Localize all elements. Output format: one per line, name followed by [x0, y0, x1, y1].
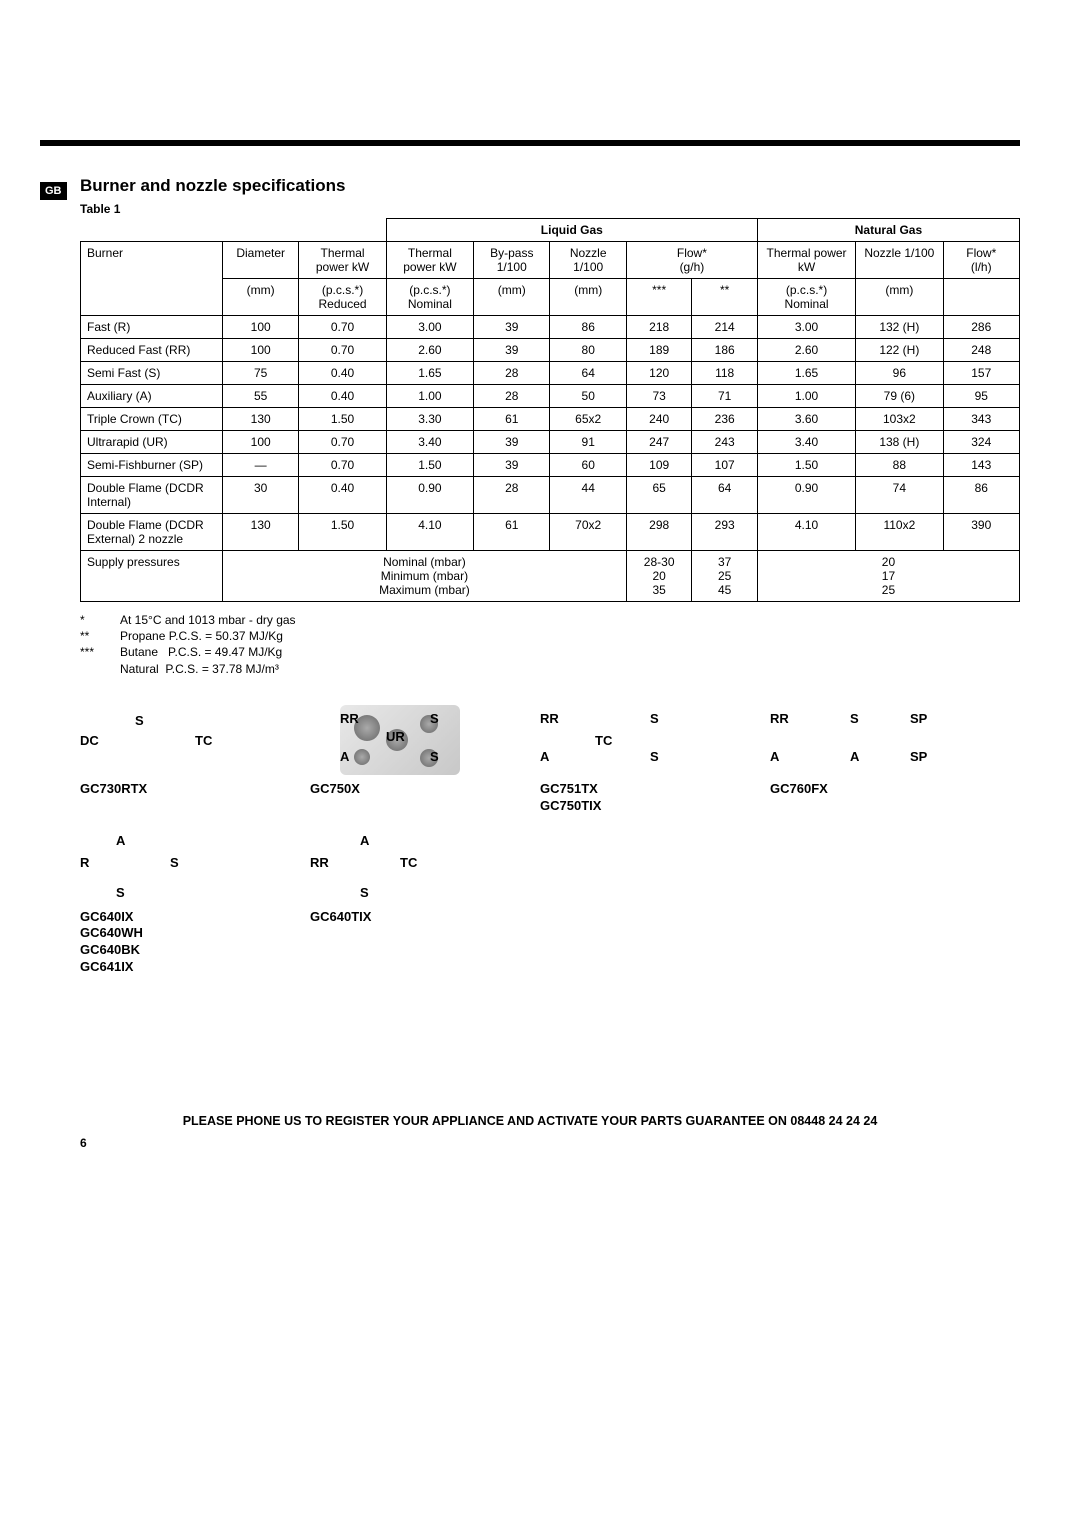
burner-label: R: [80, 855, 89, 870]
layout-block: A R S S GC640IXGC640WHGC640BKGC641IX: [80, 833, 250, 977]
col-nozzle-lg: Nozzle 1/100: [550, 242, 626, 279]
col-bypass: By-pass 1/100: [474, 242, 550, 279]
model-label: GC640TIX: [310, 909, 480, 926]
table-row: Reduced Fast (RR)1000.702.6039801891862.…: [81, 339, 1020, 362]
burner-label: RR: [540, 711, 559, 726]
model-label: GC751TXGC750TIX: [540, 781, 710, 815]
burner-label: A: [116, 833, 125, 848]
country-badge: GB: [40, 182, 67, 200]
burner-label: S: [650, 749, 659, 764]
layout-block: RR S TC A S GC751TXGC750TIX: [540, 705, 710, 815]
col-diameter: Diameter: [222, 242, 298, 279]
col-flow-lg: Flow* (g/h): [626, 242, 757, 279]
burner-label: S: [430, 749, 439, 764]
col-nozzle-ng: Nozzle 1/100: [856, 242, 943, 279]
supply-row: Supply pressures Nominal (mbar) Minimum …: [81, 551, 1020, 602]
burner-label: S: [170, 855, 179, 870]
table-row: Triple Crown (TC)1301.503.306165x2240236…: [81, 408, 1020, 431]
burner-label: S: [650, 711, 659, 726]
burner-label: A: [340, 749, 349, 764]
spec-table: Liquid Gas Natural Gas Burner Diameter T…: [80, 218, 1020, 602]
model-label: GC640IXGC640WHGC640BKGC641IX: [80, 909, 250, 977]
burner-layouts: DC S TC GC730RTX RR S UR A S GC750X RR S TC A S GC751TX…: [80, 705, 1020, 976]
burner-label: S: [360, 885, 369, 900]
burner-label: TC: [195, 733, 212, 748]
burner-label: A: [770, 749, 779, 764]
burner-label: UR: [386, 729, 405, 744]
footer-text: PLEASE PHONE US TO REGISTER YOUR APPLIAN…: [40, 1114, 1020, 1128]
footnotes: *At 15°C and 1013 mbar - dry gas **Propa…: [80, 612, 1020, 677]
burner-label: TC: [595, 733, 612, 748]
table-row: Semi-Fishburner (SP)—0.701.5039601091071…: [81, 454, 1020, 477]
col-burner: Burner: [81, 242, 223, 316]
burner-label: SP: [910, 711, 927, 726]
burner-label: RR: [310, 855, 329, 870]
col-flow-ng: Flow* (l/h): [943, 242, 1019, 279]
burner-label: SP: [910, 749, 927, 764]
burner-label: RR: [340, 711, 359, 726]
table-row: Fast (R)1000.703.0039862182143.00132 (H)…: [81, 316, 1020, 339]
burner-label: TC: [400, 855, 417, 870]
section-heading: Burner and nozzle specifications: [80, 176, 1020, 196]
burner-label: S: [135, 713, 144, 728]
page-number: 6: [80, 1136, 1020, 1150]
burner-label: S: [430, 711, 439, 726]
table-row: Double Flame (DCDR External) 2 nozzle130…: [81, 514, 1020, 551]
col-tp-reduced: Thermal power kW: [299, 242, 386, 279]
model-label: GC760FX: [770, 781, 940, 798]
layout-block: DC S TC GC730RTX: [80, 705, 250, 815]
group-natural: Natural Gas: [757, 219, 1019, 242]
layout-block: RR S UR A S GC750X: [310, 705, 480, 815]
burner-label: S: [850, 711, 859, 726]
table-row: Double Flame (DCDR Internal)300.400.9028…: [81, 477, 1020, 514]
burner-label: A: [540, 749, 549, 764]
table-row: Auxiliary (A)550.401.00285073711.0079 (6…: [81, 385, 1020, 408]
burner-label: RR: [770, 711, 789, 726]
table-row: Ultrarapid (UR)1000.703.4039912472433.40…: [81, 431, 1020, 454]
layout-block: A RR TC S GC640TIX: [310, 833, 480, 977]
layout-block: RR S SP A A SP GC760FX: [770, 705, 940, 815]
model-label: GC750X: [310, 781, 480, 798]
burner-label: S: [116, 885, 125, 900]
col-tp-nominal: Thermal power kW: [386, 242, 473, 279]
burner-label: A: [850, 749, 859, 764]
burner-label: DC: [80, 733, 99, 748]
table-row: Semi Fast (S)750.401.6528641201181.65961…: [81, 362, 1020, 385]
burner-label: A: [360, 833, 369, 848]
table-label: Table 1: [80, 202, 1020, 216]
group-liquid: Liquid Gas: [386, 219, 757, 242]
model-label: GC730RTX: [80, 781, 250, 798]
col-tp-ng: Thermal power kW: [757, 242, 855, 279]
